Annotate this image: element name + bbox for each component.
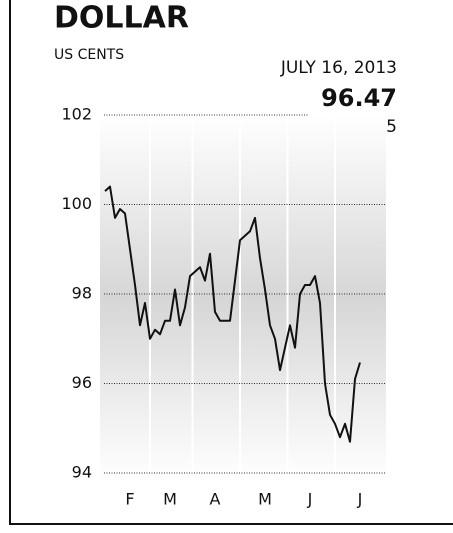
y-tick-label: 102 (61, 105, 92, 124)
last-value: 96.47 (321, 84, 397, 112)
x-tick-label: M (258, 490, 272, 509)
y-tick-label: 96 (72, 373, 92, 392)
x-tick-label: J (307, 490, 313, 509)
x-tick-label: M (163, 490, 177, 509)
x-tick-label: F (125, 490, 134, 509)
plot: 94 96 98 100 102 F M A M J J (61, 105, 386, 509)
plot-background (100, 115, 386, 481)
x-tick-label: A (210, 490, 221, 509)
y-tick-label: 100 (61, 194, 92, 213)
subtitle: US CENTS (54, 47, 124, 63)
y-tick-label: 98 (72, 284, 92, 303)
data-line (104, 185, 361, 443)
date: JULY 16, 2013 (280, 58, 397, 78)
chart-title: DOLLAR (54, 1, 189, 36)
x-tick-label: J (357, 490, 363, 509)
y-tick-label: 94 (72, 463, 92, 482)
